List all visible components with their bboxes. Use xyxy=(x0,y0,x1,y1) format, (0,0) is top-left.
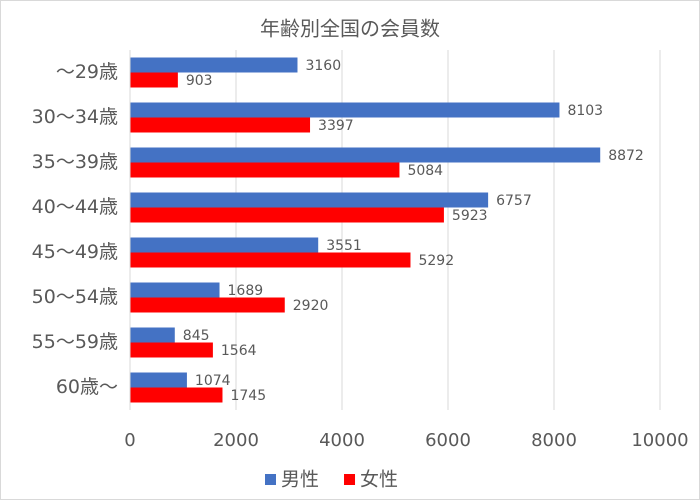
data-label: 1745 xyxy=(230,388,266,404)
data-label: 8103 xyxy=(567,103,603,119)
y-tick-label: 60歳～ xyxy=(56,376,118,398)
data-label: 3397 xyxy=(318,118,354,134)
bar xyxy=(130,297,285,313)
data-label: 5292 xyxy=(418,253,454,269)
x-tick-label: 2000 xyxy=(213,430,259,451)
bar xyxy=(130,252,411,268)
bar xyxy=(130,207,444,223)
bar xyxy=(130,117,311,133)
bar xyxy=(130,237,319,253)
x-tick-label: 0 xyxy=(124,430,135,451)
x-tick-label: 10000 xyxy=(631,430,688,451)
bar xyxy=(130,372,187,388)
y-tick-label: 45～49歳 xyxy=(32,241,118,263)
data-label: 3551 xyxy=(326,238,362,254)
bar xyxy=(130,192,489,208)
bar xyxy=(130,102,560,118)
bar xyxy=(130,72,178,88)
bar xyxy=(130,162,400,178)
x-tick-label: 6000 xyxy=(425,430,471,451)
bar xyxy=(130,387,223,403)
y-tick-label: 40～44歳 xyxy=(32,196,118,218)
y-tick-label: ～29歳 xyxy=(56,61,118,83)
data-label: 3160 xyxy=(305,58,341,74)
data-label: 8872 xyxy=(608,148,644,164)
x-tick-label: 8000 xyxy=(531,430,577,451)
y-tick-label: 30～34歳 xyxy=(32,106,118,128)
bar xyxy=(130,342,213,358)
y-tick-label: 50～54歳 xyxy=(32,286,118,308)
data-label: 845 xyxy=(183,328,210,344)
legend-swatch xyxy=(265,474,276,485)
legend-label: 女性 xyxy=(360,469,398,491)
data-label: 1564 xyxy=(221,343,257,359)
bar xyxy=(130,327,175,343)
data-label: 2920 xyxy=(293,298,329,314)
legend-swatch xyxy=(344,474,356,485)
data-label: 6757 xyxy=(496,193,532,209)
x-tick-label: 4000 xyxy=(319,430,365,451)
data-label: 5084 xyxy=(407,163,443,179)
data-label: 1074 xyxy=(195,373,231,389)
chart-title: 年齢別全国の会員数 xyxy=(260,17,440,41)
data-label: 1689 xyxy=(228,283,264,299)
data-label: 903 xyxy=(186,73,213,89)
y-tick-label: 55～59歳 xyxy=(32,331,118,353)
bar xyxy=(130,282,220,298)
bar xyxy=(130,147,601,163)
y-tick-label: 35～39歳 xyxy=(32,151,118,173)
legend-label: 男性 xyxy=(281,469,319,491)
bar xyxy=(130,57,298,73)
data-label: 5923 xyxy=(452,208,488,224)
